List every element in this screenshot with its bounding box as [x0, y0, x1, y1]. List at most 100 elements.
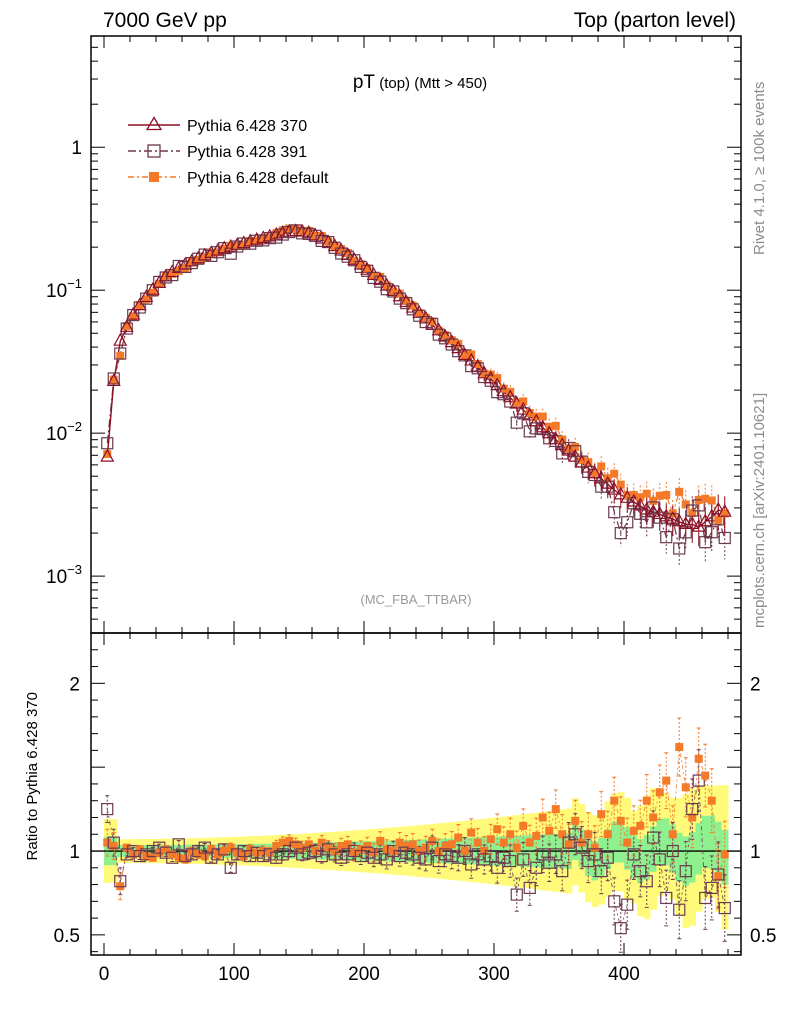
ratio-point-default — [181, 855, 190, 864]
ratio-point-default — [103, 838, 112, 847]
point-default — [577, 455, 586, 464]
point-default — [246, 237, 255, 246]
ratio-point-default — [610, 796, 619, 805]
ratio-point-391 — [621, 898, 634, 911]
point-370 — [600, 475, 615, 489]
point-default — [597, 462, 606, 471]
point-default — [233, 241, 242, 250]
ratio-point-391 — [283, 844, 296, 858]
legend-label-default: Pythia 6.428 default — [187, 170, 329, 187]
ratio-point-391 — [679, 865, 692, 878]
ratio-point-391 — [517, 853, 530, 866]
point-370 — [451, 340, 466, 354]
ratio-point-391 — [536, 848, 549, 861]
point-370 — [113, 332, 128, 346]
point-default — [291, 225, 300, 234]
ratio-point-default — [486, 835, 495, 844]
point-370 — [145, 281, 160, 295]
ratio-y-tick-label-right: 2 — [750, 674, 761, 695]
ratio-point-default — [317, 838, 326, 847]
ratio-point-391 — [504, 854, 517, 868]
point-391 — [114, 347, 127, 360]
point-default — [415, 309, 424, 318]
point-default — [610, 469, 619, 478]
point-370 — [100, 448, 115, 462]
header-left-label: 7000 GeV pp — [103, 9, 227, 32]
ratio-point-default — [688, 813, 697, 822]
legend-label-370: Pythia 6.428 370 — [187, 118, 307, 135]
point-391 — [224, 247, 237, 260]
point-default — [265, 233, 274, 242]
point-default — [213, 248, 222, 257]
ratio-point-391 — [530, 861, 543, 874]
point-370 — [652, 506, 667, 520]
ratio-point-391 — [328, 848, 341, 861]
point-default — [226, 241, 235, 250]
point-default — [428, 317, 437, 326]
ratio-point-391 — [224, 861, 237, 874]
point-370 — [516, 401, 531, 415]
point-default — [519, 397, 528, 406]
plot-title-main: pT — [353, 72, 376, 93]
ratio-point-391 — [432, 854, 445, 868]
point-391 — [666, 513, 679, 526]
ratio-point-391 — [582, 854, 595, 868]
ratio-point-default — [655, 788, 664, 797]
uncertainty-band-green — [630, 835, 638, 879]
ratio-point-391 — [556, 865, 569, 878]
y-tick-label: 10−2 — [46, 419, 82, 445]
ratio-point-391 — [335, 851, 348, 864]
point-391 — [120, 322, 133, 335]
ratio-point-default — [421, 843, 430, 852]
point-370 — [587, 465, 602, 479]
ratio-point-391 — [686, 802, 699, 816]
series-line-default — [106, 227, 726, 522]
point-391 — [140, 292, 153, 305]
analysis-watermark: (MC_FBA_TTBAR) — [360, 592, 471, 607]
point-default — [701, 494, 710, 503]
point-default — [259, 234, 268, 243]
ratio-point-default — [629, 826, 638, 835]
ratio-point-default — [558, 830, 567, 839]
ratio-point-391 — [172, 838, 185, 851]
point-default — [460, 351, 469, 360]
ratio-point-default — [382, 845, 391, 854]
ratio-point-default — [538, 813, 547, 822]
ratio-point-default — [148, 853, 157, 862]
ratio-point-391 — [276, 848, 289, 861]
ratio-y-tick-label-right: 1 — [750, 842, 761, 863]
ratio-point-default — [636, 821, 645, 830]
ratio-point-default — [122, 843, 131, 852]
point-370 — [106, 373, 121, 387]
ratio-point-default — [662, 776, 671, 785]
axes-layer: 0 100 200 300 400 1 10−1 10−2 10−3 0.5 0.5 1 1 2 2 — [46, 35, 776, 985]
ratio-y-tick-label-right: 0.5 — [750, 926, 776, 947]
point-default — [454, 339, 463, 348]
point-default — [298, 226, 307, 235]
point-370 — [704, 508, 719, 522]
ratio-y-axis-label: Ratio to Pythia 6.428 370 — [24, 692, 41, 860]
point-391 — [101, 437, 114, 450]
ratio-point-default — [252, 848, 261, 857]
point-370 — [646, 503, 661, 517]
point-370 — [321, 234, 336, 248]
ratio-point-default — [174, 853, 183, 862]
point-370 — [581, 459, 596, 473]
ratio-point-default — [467, 828, 476, 837]
ratio-point-default — [525, 838, 534, 847]
ratio-point-default — [551, 805, 560, 814]
ratio-point-391 — [601, 851, 614, 864]
point-default — [252, 236, 261, 245]
point-default — [473, 360, 482, 369]
point-default — [343, 249, 352, 258]
ratio-point-391 — [569, 828, 582, 841]
point-default — [103, 450, 112, 459]
point-370 — [340, 247, 355, 261]
header-right-label: Top (parton level) — [574, 9, 736, 32]
ratio-point-391 — [270, 851, 283, 864]
point-default — [220, 244, 229, 253]
point-370 — [639, 501, 654, 515]
point-391 — [146, 284, 159, 297]
point-default — [304, 226, 313, 235]
ratio-point-default — [649, 813, 658, 822]
